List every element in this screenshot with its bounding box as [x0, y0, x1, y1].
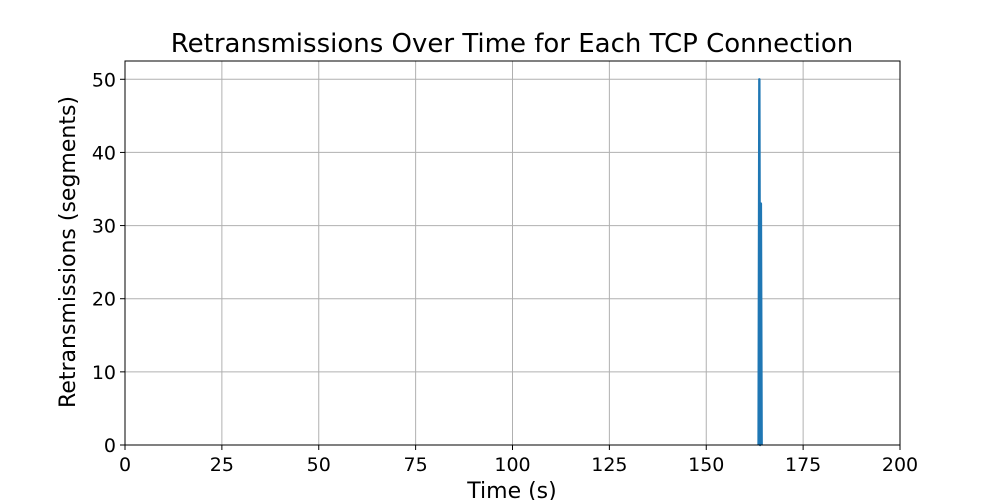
- x-tick-label: 175: [785, 454, 821, 476]
- grid: [124, 61, 901, 446]
- y-tick-label: 50: [92, 69, 116, 91]
- x-tick-label: 150: [688, 454, 724, 476]
- chart-title: Retransmissions Over Time for Each TCP C…: [171, 29, 853, 59]
- x-tick-label: 200: [882, 454, 918, 476]
- y-tick-label: 10: [92, 362, 116, 384]
- x-axis: 0 25 50 75 100 125 150 175 200: [119, 445, 918, 476]
- series-group: [757, 78, 763, 447]
- y-axis: 0 10 20 30 40 50: [92, 69, 125, 457]
- x-tick-label: 75: [404, 454, 428, 476]
- y-axis-label: Retransmissions (segments): [56, 96, 81, 408]
- y-tick-label: 0: [104, 435, 116, 457]
- y-tick-label: 20: [92, 289, 116, 311]
- y-tick-label: 40: [92, 142, 116, 164]
- x-tick-label: 0: [119, 454, 131, 476]
- x-tick-label: 25: [210, 454, 234, 476]
- x-tick-label: 50: [307, 454, 331, 476]
- x-axis-label: Time (s): [466, 479, 556, 500]
- x-tick-label: 100: [494, 454, 530, 476]
- series-line: [757, 78, 763, 447]
- x-tick-label: 125: [591, 454, 627, 476]
- y-tick-label: 30: [92, 216, 116, 238]
